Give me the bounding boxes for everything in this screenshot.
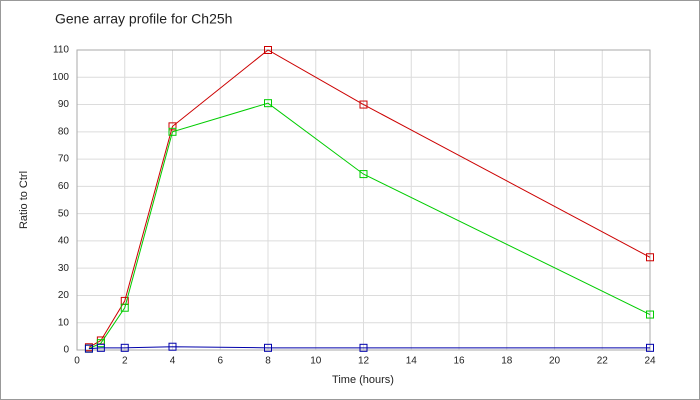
- point-marker: [646, 310, 654, 319]
- plot-border: [76, 49, 651, 351]
- x-tick-label: 14: [406, 356, 418, 367]
- point-marker: [359, 170, 368, 179]
- x-tick-label: 24: [644, 356, 656, 367]
- x-tick-label: 10: [310, 356, 322, 367]
- x-tick-label: 2: [122, 356, 128, 367]
- point-marker: [96, 339, 105, 348]
- y-axis-label: Ratio to Ctrl: [18, 171, 30, 229]
- point-marker: [120, 343, 129, 352]
- y-tick-label: 10: [58, 317, 70, 328]
- y-tick-label: 40: [58, 236, 70, 247]
- point-marker: [646, 253, 654, 262]
- y-tick-label: 70: [58, 154, 70, 165]
- point-marker: [359, 100, 368, 109]
- point-marker: [96, 343, 105, 352]
- point-marker: [646, 343, 654, 352]
- x-tick-label: 0: [74, 356, 80, 367]
- point-marker: [168, 342, 177, 351]
- series-line: [88, 346, 650, 350]
- series-line: [88, 102, 651, 350]
- y-tick-label: 60: [58, 181, 70, 192]
- point-marker: [168, 122, 177, 131]
- y-tick-label: 80: [58, 126, 70, 137]
- series-line: [88, 49, 651, 348]
- chart-title: Gene array profile for Ch25h: [55, 11, 232, 27]
- point-marker: [84, 344, 93, 353]
- point-marker: [264, 46, 272, 54]
- y-tick-label: 100: [52, 72, 69, 83]
- y-tick-label: 110: [53, 45, 69, 56]
- x-tick-label: 18: [501, 356, 513, 367]
- x-tick-label: 8: [265, 356, 271, 367]
- y-tick-label: 20: [58, 290, 70, 301]
- point-marker: [120, 303, 129, 312]
- x-tick-label: 12: [358, 356, 370, 367]
- y-tick-label: 50: [58, 208, 70, 219]
- point-marker: [264, 343, 272, 352]
- y-tick-label: 0: [63, 345, 69, 356]
- point-marker: [168, 127, 177, 136]
- point-marker: [264, 99, 272, 108]
- x-tick-label: 22: [597, 356, 609, 367]
- point-marker: [359, 343, 368, 352]
- x-axis-label: Time (hours): [332, 374, 394, 386]
- y-tick-label: 30: [58, 263, 70, 274]
- y-tick-label: 90: [58, 99, 70, 110]
- x-tick-label: 6: [217, 356, 223, 367]
- x-tick-label: 4: [170, 356, 176, 367]
- x-tick-label: 20: [549, 356, 561, 367]
- x-tick-label: 16: [453, 356, 465, 367]
